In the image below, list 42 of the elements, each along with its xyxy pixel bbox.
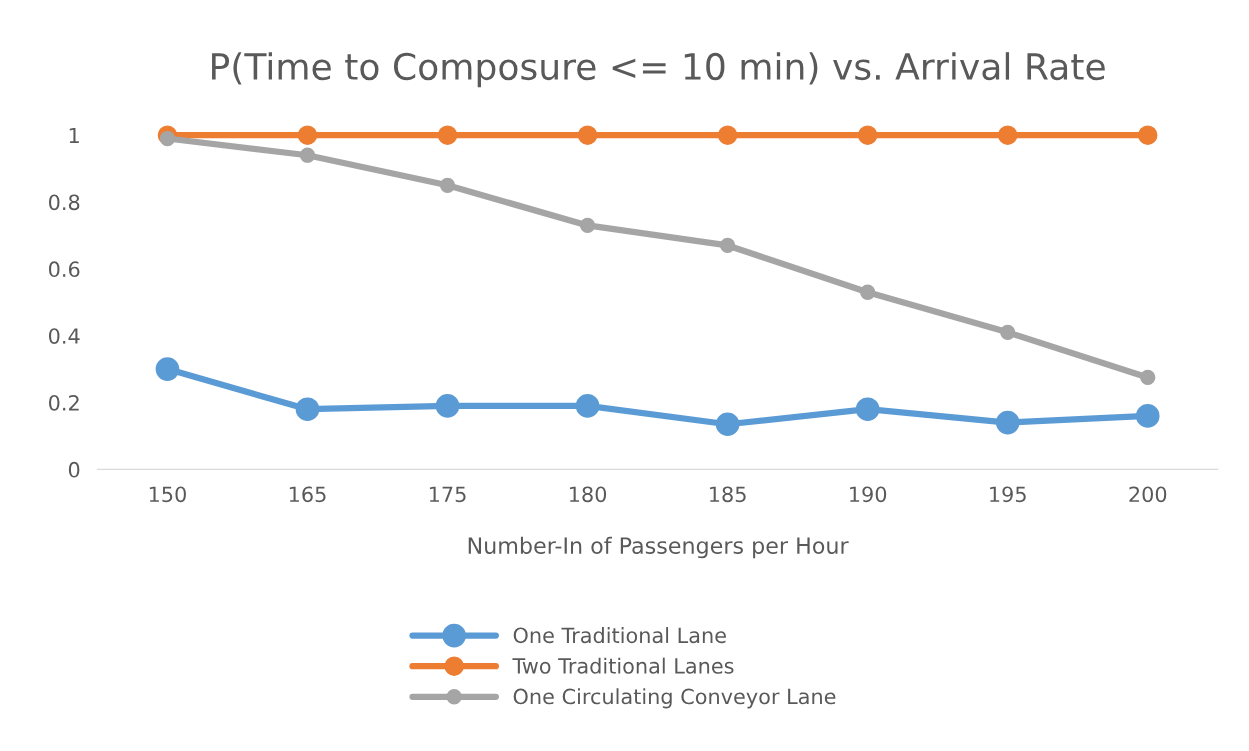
point xyxy=(997,125,1018,145)
x-tick-label: 185 xyxy=(710,486,746,503)
point xyxy=(575,394,600,418)
y-tick-label: 1 xyxy=(69,127,79,144)
x-tick-label: 165 xyxy=(289,486,326,503)
point xyxy=(297,125,318,145)
y-tick-label: 0.2 xyxy=(49,394,79,411)
y-tick-label: 0.4 xyxy=(49,328,80,344)
point xyxy=(855,397,880,422)
point xyxy=(857,125,878,145)
y-tick-label: 0.8 xyxy=(49,194,80,211)
y-tick-label: 0 xyxy=(68,461,80,478)
legend-label: Two Traditional Lanes xyxy=(512,657,734,674)
point xyxy=(155,357,180,381)
x-axis-title: Number-In of Passengers per Hour xyxy=(468,536,849,559)
point xyxy=(435,394,460,418)
legend-label: One Traditional Lane xyxy=(513,627,726,644)
point xyxy=(995,410,1020,435)
x-tick-label: 200 xyxy=(1129,486,1167,503)
point xyxy=(579,217,596,234)
point xyxy=(1140,369,1156,386)
point xyxy=(159,130,176,147)
point xyxy=(860,284,876,300)
x-tick-label: 175 xyxy=(429,486,466,503)
x-tick-label: 190 xyxy=(850,486,887,503)
point xyxy=(719,237,736,254)
point xyxy=(1135,404,1160,428)
x-tick-label: 195 xyxy=(990,486,1026,503)
point xyxy=(299,147,316,163)
point xyxy=(1138,125,1158,145)
point xyxy=(717,125,738,145)
point xyxy=(577,125,598,145)
point xyxy=(439,177,456,193)
x-tick-label: 180 xyxy=(569,486,607,503)
point xyxy=(437,125,458,145)
x-tick-label: 150 xyxy=(149,486,186,503)
point xyxy=(715,412,740,437)
point xyxy=(295,397,320,422)
chart-title: P(Time to Composure <= 10 min) vs. Arrival Rate xyxy=(212,52,1105,88)
y-tick-label: 0.6 xyxy=(49,261,80,278)
point xyxy=(1000,324,1016,340)
legend-label: One Circulating Conveyor Lane xyxy=(513,688,836,709)
